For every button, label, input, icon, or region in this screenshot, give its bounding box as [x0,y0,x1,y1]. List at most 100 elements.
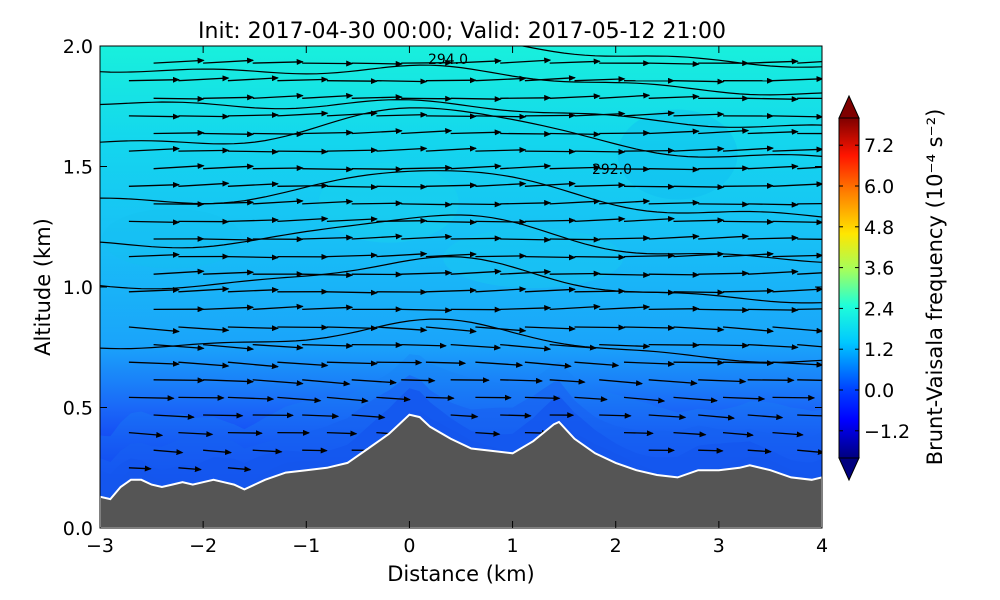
wind-vector [475,252,527,259]
wind-vectors [128,57,822,473]
wind-vector [673,326,725,333]
wind-vector [128,219,180,226]
wind-vector [772,286,822,293]
wind-vector [673,289,725,296]
contour-line [100,255,822,304]
wind-vector [401,128,453,135]
wind-vector [351,342,403,349]
x-tick-label: −2 [189,535,217,557]
wind-vector [401,377,436,384]
wind-vector [227,286,279,293]
wind-vector [772,219,822,226]
wind-vector [524,361,572,369]
colorbar-tick-label: 7.2 [864,135,894,157]
wind-vector [178,180,230,187]
wind-vector [351,379,397,386]
wind-vector [648,93,700,100]
wind-vector [227,254,279,261]
wind-vector [599,304,651,311]
contour-line [100,98,822,128]
wind-vector [128,431,164,438]
wind-vector [302,60,354,67]
wind-vector [524,217,576,224]
wind-vector [401,164,453,171]
wind-vector [178,286,230,293]
wind-vector [252,131,304,138]
wind-vector [227,148,279,155]
wind-vector [500,343,552,352]
wind-vector [475,75,527,82]
wind-vector [252,343,304,351]
wind-vector [524,148,576,155]
isentrope-contours [100,46,822,364]
wind-vector [425,182,477,189]
wind-vector [227,75,279,82]
wind-vector [797,203,822,205]
wind-vector [648,128,700,135]
wind-vector [673,184,725,191]
wind-vector [425,251,477,258]
wind-vector [450,163,502,170]
wind-vector [450,268,502,275]
wind-vector [203,269,255,276]
wind-vector [326,325,378,332]
wind-vector [227,217,279,224]
wind-vector [153,377,205,384]
wind-vector [599,412,632,419]
wind-vector [128,76,180,83]
wind-vector [203,304,255,311]
wind-vector [227,430,263,437]
colorbar-extend-bottom [838,457,860,482]
wind-vector [277,361,329,369]
wind-vector [599,166,651,173]
wind-vector [376,145,428,152]
wind-vector [599,130,651,137]
wind-vector [500,130,552,137]
wind-vector [500,199,552,206]
wind-vector [351,200,403,207]
wind-vector [623,252,675,259]
wind-vector [302,272,354,279]
wind-vector [698,165,750,172]
wind-vector [475,326,527,334]
wind-vector [302,129,354,136]
colorbar-ticks: −1.2 0.0 1.2 2.4 3.6 4.8 6.0 7.2 [839,135,910,443]
wind-vector [153,129,205,136]
wind-vector [128,395,175,402]
wind-vector [698,307,750,314]
wind-vector [326,147,378,154]
wind-vector [797,166,822,170]
wind-vector [747,307,799,314]
colorbar: −1.2 0.0 1.2 2.4 3.6 4.8 6.0 7.2 Brunt-Vaisala … [838,94,947,482]
wind-vector [450,201,502,208]
wind-vector [500,236,552,243]
wind-vector [648,199,700,206]
wind-vector [450,413,479,420]
wind-vector [277,324,329,331]
colorbar-tick-label: 0.0 [864,380,894,402]
wind-vector [252,92,304,99]
wind-vector [326,289,378,296]
y-tick-label: 1.5 [63,157,93,179]
contour-label-294: 294.0 [428,52,468,68]
x-tick-label: −3 [86,535,114,557]
wind-vector [475,113,527,120]
wind-vector [698,201,750,208]
wind-vector [425,360,467,367]
wind-vector [648,166,700,173]
wind-vector [673,251,725,258]
wind-vector [500,94,552,101]
wind-vector [475,180,527,187]
wind-vector [425,77,477,84]
wind-vector [425,287,477,294]
wind-vector [772,326,822,334]
wind-vector [203,236,255,243]
plot-area [100,46,822,528]
wind-vector [722,182,774,189]
wind-vector [549,93,601,100]
wind-vector [128,286,180,293]
colorbar-tick-label: 2.4 [864,298,894,320]
wind-vector [574,110,626,117]
wind-vector [747,128,799,135]
